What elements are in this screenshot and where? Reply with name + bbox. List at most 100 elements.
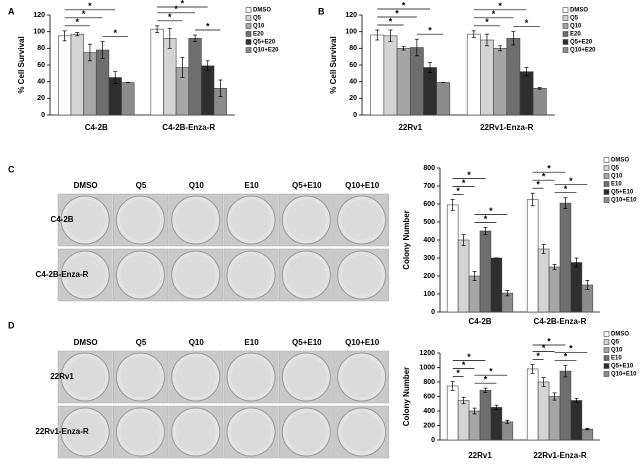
significance-label: * [389, 16, 393, 26]
plate-inner [120, 255, 161, 295]
bar [526, 368, 539, 441]
bar [163, 38, 177, 116]
y-tick-label: 800 [423, 379, 435, 386]
y-tick-label: 300 [423, 255, 435, 262]
legend-label: Q10+E10 [611, 198, 637, 204]
bar [457, 400, 470, 441]
significance-label: * [113, 28, 117, 38]
y-axis-label: Colony Number [402, 367, 411, 427]
legend-label: Q10 [611, 348, 623, 354]
plate-inner [286, 255, 327, 295]
plate-inner [341, 200, 382, 240]
legend-label: Q5+E10 [611, 190, 634, 196]
significance-label: * [547, 336, 551, 346]
y-tick-label: 80 [349, 45, 357, 52]
legend-swatch [562, 47, 569, 53]
plate-inner [231, 412, 272, 452]
bar [446, 385, 459, 441]
significance-label: * [542, 172, 546, 182]
significance-label: * [564, 352, 568, 362]
legend-label: Q10 [611, 174, 623, 180]
significance-label: * [395, 8, 399, 18]
bar [537, 248, 550, 313]
panel-label: A [8, 6, 15, 16]
bar [121, 82, 135, 116]
significance-label: * [456, 368, 460, 378]
significance-label: * [174, 4, 178, 14]
y-tick-label: 40 [349, 79, 357, 86]
legend-label: Q5+E20 [253, 40, 276, 46]
legend-label: Q10 [570, 24, 582, 30]
significance-label: * [542, 343, 546, 353]
bar [559, 202, 572, 313]
significance-label: * [498, 1, 502, 11]
bar [58, 35, 72, 116]
bar [423, 67, 437, 116]
plate-inner [286, 200, 327, 240]
legend-swatch [245, 31, 252, 37]
legend-swatch [603, 189, 610, 195]
significance-label: * [569, 176, 573, 186]
legend-label: DMSO [611, 158, 629, 164]
y-tick-label: 200 [423, 422, 435, 429]
y-tick-label: 20 [37, 95, 45, 102]
plate-inner [120, 200, 161, 240]
significance-label: * [181, 0, 185, 8]
row-label: 22Rv1-Enza-R [35, 427, 89, 436]
legend-swatch [245, 47, 252, 53]
significance-label: * [536, 351, 540, 361]
bar [446, 204, 459, 313]
legend-swatch [562, 39, 569, 45]
y-axis-label: Colony Number [402, 210, 411, 270]
row-label: 22Rv1 [50, 372, 74, 381]
bar [570, 262, 583, 313]
column-label: Q5 [136, 338, 147, 347]
plate-inner [341, 412, 382, 452]
legend-swatch [562, 7, 569, 13]
significance-label: * [569, 344, 573, 354]
legend-swatch [603, 331, 610, 337]
column-label: Q5 [136, 181, 147, 190]
bar [479, 390, 492, 441]
y-axis-label: % Cell Survival [17, 36, 26, 93]
column-label: Q10+E10 [345, 181, 380, 190]
legend-label: Q10+E20 [570, 48, 596, 54]
legend-swatch [603, 157, 610, 163]
y-tick-label: 100 [33, 29, 45, 36]
significance-label: * [462, 360, 466, 370]
bar [188, 38, 202, 116]
legend-swatch [603, 355, 610, 361]
significance-label: * [462, 178, 466, 188]
plate-inner [175, 200, 216, 240]
x-tick-label: C4-2B-Enza-R [534, 317, 587, 326]
legend-swatch [603, 347, 610, 353]
legend-label: Q5 [570, 16, 579, 22]
y-tick-label: 0 [41, 112, 45, 119]
y-tick-label: 120 [345, 12, 357, 19]
bar [490, 257, 503, 313]
plate-inner [120, 357, 161, 397]
bar [457, 239, 470, 313]
y-tick-label: 60 [349, 62, 357, 69]
x-tick-label: 22Rv1-Enza-R [480, 123, 534, 132]
significance-label: * [525, 18, 529, 28]
y-tick-label: 100 [345, 29, 357, 36]
row-label: C4-2B-Enza-R [36, 270, 89, 279]
bar [95, 49, 110, 116]
y-tick-label: 200 [423, 273, 435, 280]
plate-inner [65, 255, 106, 295]
x-tick-label: 22Rv1 [468, 451, 492, 460]
legend-swatch [245, 7, 252, 13]
legend-swatch [603, 181, 610, 187]
significance-label: * [485, 17, 489, 27]
legend-swatch [603, 197, 610, 203]
bar [559, 370, 572, 441]
significance-label: * [489, 206, 493, 216]
y-tick-label: 20 [349, 95, 357, 102]
significance-label: * [492, 9, 496, 19]
legend-swatch [562, 31, 569, 37]
y-tick-label: 700 [423, 183, 435, 190]
bar [468, 275, 481, 313]
significance-label: * [76, 17, 80, 27]
bar [83, 52, 97, 116]
